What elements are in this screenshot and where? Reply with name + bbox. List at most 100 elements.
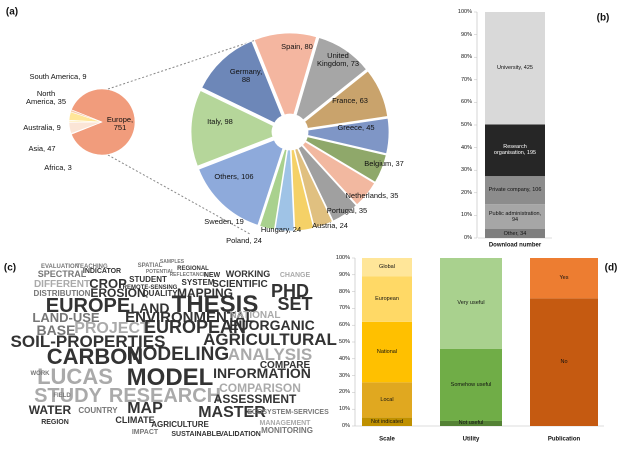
word: SCIENTIFIC [212,279,268,290]
slice-label: Sweden, 19 [204,216,244,226]
segment-label: Research organisation, 195 [493,144,537,157]
slice-label: Hungary, 24 [260,224,302,234]
word: AGRICULTURE [151,420,209,429]
pie-slice [190,89,274,167]
segment-label: Not indicated [370,418,404,425]
slice-label: France, 63 [332,95,368,105]
segment-label: National [376,349,398,356]
y-tick-label: 20% [460,189,472,196]
word: MANAGEMENT [260,420,312,427]
word: REMOTE-SENSING [123,285,178,291]
word: IMPACT [132,429,159,436]
bar-segment [362,382,412,418]
word: RESEARCH [109,385,221,407]
word: VALIDATION [219,431,261,438]
x-tick-label: Download number [488,242,542,249]
pie-slice [305,136,387,183]
bar-segment [530,258,598,299]
word: STUDENT [129,275,167,284]
word: ENVIRONMENTAL [125,309,255,326]
slice-label: Belgium, 37 [364,158,404,168]
segment-label: Global [379,264,395,271]
y-tick-label: 60% [338,322,350,329]
pie-slice [201,40,283,124]
slice-label: Others, 106 [214,171,254,181]
segment-label: Other, 34 [503,230,527,237]
word: WORKING [226,269,271,279]
y-tick-label: 100% [457,8,472,15]
word: NATIONAL [230,310,281,321]
word: MAPPING [177,286,233,300]
slice-label: North America, 35 [25,88,67,106]
slice-label: Europe, 751 [106,114,134,132]
word: FIELD [53,393,71,399]
panel-label: (c) [3,262,17,274]
word: BASE [37,322,76,338]
word: SPATIAL [138,263,163,269]
word: COUNTRY [78,406,118,415]
pie-slice [259,148,288,231]
y-tick-label: 40% [338,355,350,362]
word: REFLECTANCE [170,272,208,278]
pie-slice [70,109,103,123]
word: DISTRIBUTION [34,289,91,298]
segment-label: University, 425 [497,65,533,72]
word: SET [277,294,312,314]
word: CARBON [47,344,144,369]
word: EVALUATION [41,264,79,270]
slice-label: Poland, 24 [226,235,262,245]
bar-segment [362,321,412,383]
pie-slice [304,70,389,129]
segment-label: No [560,359,568,366]
pie-slice [295,37,367,121]
y-tick-label: 80% [460,54,472,61]
slice-label: Africa, 3 [44,162,72,172]
word: INFORMATION [213,365,311,381]
pie-slice [253,32,318,116]
pie-slice [274,149,295,232]
slice-label: Asia, 47 [28,143,56,153]
y-tick-label: 50% [338,338,350,345]
x-tick-label: Publication [547,436,581,443]
y-tick-label: 20% [338,389,350,396]
word: ASSESSMENT [214,392,297,406]
word: QUALITY [142,289,178,298]
bar-segment [440,258,502,349]
word: NEW [204,272,221,279]
segment-label: Somehow useful [450,381,492,388]
slice-label: United Kingdom, 73 [316,50,360,68]
y-tick-label: 10% [460,212,472,219]
word: SOIL-PROPERTIES [11,332,166,351]
slice-label: Netherlands, 35 [345,190,399,200]
word: REGIONAL [177,266,209,272]
word: WATER [29,403,72,417]
word: MAP [127,400,163,417]
connector-line [107,154,251,235]
slice-label: South America, 9 [29,71,87,81]
y-tick-label: 90% [460,31,472,38]
word: SUSTAINABLE [171,431,221,438]
word: STUDY [34,385,102,407]
word: ECOSYSTEM-SERVICES [247,409,329,416]
word: MODELING [127,344,229,365]
word: LAND [131,300,170,316]
word: MODEL [127,364,214,391]
pie-slice [198,139,284,226]
word: LAND-USE [32,310,99,325]
bar-segment [440,348,502,421]
bar-segment [485,12,545,125]
bar-segment [485,204,545,230]
y-tick-label: 70% [338,305,350,312]
word: CROP [89,276,127,291]
panel-label: (a) [5,6,19,18]
segment-label: Private company, 106 [488,187,542,194]
y-tick-label: 50% [460,121,472,128]
connector-line [107,37,263,90]
slice-label: Austria, 24 [312,220,348,230]
word: EUROPEAN [144,317,246,337]
word: DIFFERENT [34,279,90,290]
word: MASTER [198,404,266,421]
panel-label: (d) [604,262,618,274]
word: EROSION [90,286,145,300]
